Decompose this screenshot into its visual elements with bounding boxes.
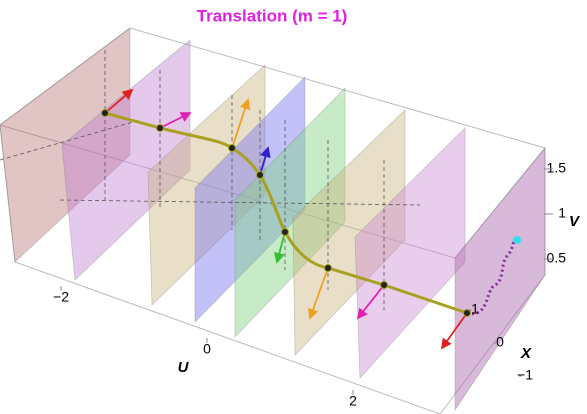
x-tick-label: 0 bbox=[496, 334, 504, 350]
v-tick-label: 1.5 bbox=[547, 160, 567, 176]
planes bbox=[0, 27, 546, 412]
x-axis-label: X bbox=[520, 345, 532, 362]
points bbox=[101, 109, 471, 317]
plot-title: Translation (m = 1) bbox=[197, 6, 348, 25]
drop-lines bbox=[0, 50, 421, 310]
x-tick-label: 1 bbox=[471, 301, 479, 317]
x-tick-label: −1 bbox=[517, 367, 533, 383]
u-tick-label: 0 bbox=[203, 341, 211, 357]
u-axis-label: U bbox=[178, 359, 190, 376]
u-tick-label: −2 bbox=[53, 289, 69, 305]
projection-curve bbox=[466, 236, 518, 315]
bounding-box bbox=[0, 27, 546, 414]
u-tick-label: 2 bbox=[349, 393, 357, 409]
endpoint bbox=[513, 236, 521, 244]
v-axis-label: V bbox=[569, 213, 581, 230]
v-tick-label: 1 bbox=[558, 205, 566, 221]
v-tick-label: 0.5 bbox=[547, 250, 567, 266]
arrows bbox=[104, 88, 468, 350]
